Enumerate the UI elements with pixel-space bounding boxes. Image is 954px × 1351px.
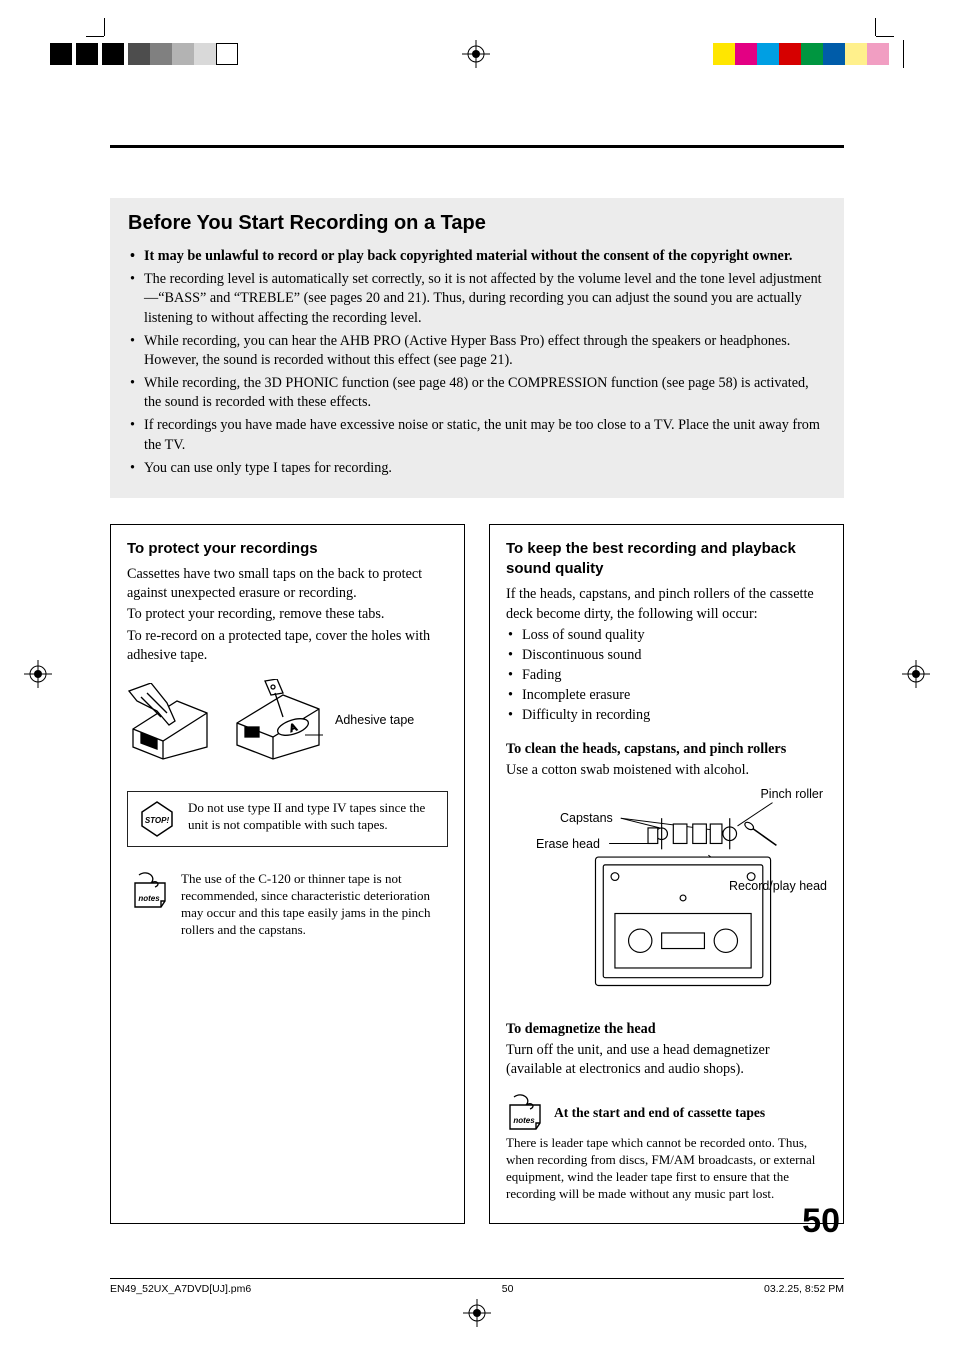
pinch-roller-label: Pinch roller [760,786,823,803]
record-head-label: Record/play head [729,878,827,895]
demag-body: Turn off the unit, and use a head demagn… [506,1041,827,1079]
protect-recordings-box: To protect your recordings Cassettes hav… [110,524,465,1224]
section-bullet: While recording, you can hear the AHB PR… [130,332,826,370]
crop-tick [875,18,876,36]
clean-body: Use a cotton swab moistened with alcohol… [506,761,827,780]
swatch [757,43,779,65]
footer-file: EN49_52UX_A7DVD[UJ].pm6 [110,1283,251,1295]
svg-text:STOP!: STOP! [145,816,170,825]
swatch [867,43,889,65]
clean-title: To clean the heads, capstans, and pinch … [506,740,827,759]
stop-icon: STOP! [138,800,176,838]
section-bullet: If recordings you have made have excessi… [130,416,826,454]
footer-page: 50 [502,1283,514,1295]
cassette-diagram-row: A Adhesive tape [127,679,448,761]
svg-text:notes: notes [138,894,160,903]
swatch [102,43,124,65]
page: Before You Start Recording on a Tape It … [0,0,954,1351]
symptom-list: Loss of sound quality Discontinuous soun… [506,626,827,726]
swatch [128,43,150,65]
swatch [801,43,823,65]
box-title: To keep the best recording and playback … [506,539,827,580]
footer: EN49_52UX_A7DVD[UJ].pm6 50 03.2.25, 8:52… [110,1278,844,1295]
cassette-adhesive-tape-icon: A [233,679,323,761]
box-intro: If the heads, capstans, and pinch roller… [506,585,827,623]
box-para: To protect your recording, remove these … [127,605,448,624]
footer-timestamp: 03.2.25, 8:52 PM [764,1283,844,1295]
crop-tick [104,18,105,36]
page-content: Before You Start Recording on a Tape It … [110,145,844,1224]
registration-mark-icon [24,660,52,688]
crop-tick [876,36,894,37]
registration-mark-icon [902,660,930,688]
swatch [713,43,735,65]
sound-quality-box: To keep the best recording and playback … [489,524,844,1224]
symptom-item: Incomplete erasure [508,686,827,705]
adhesive-tape-label: Adhesive tape [335,712,414,729]
swatch [845,43,867,65]
end-note-title: At the start and end of cassette tapes [554,1104,765,1122]
notes-icon: notes [506,1093,544,1133]
cassette-break-tab-icon [127,683,213,761]
section-bullet: It may be unlawful to record or play bac… [130,247,826,266]
page-number: 50 [802,1202,840,1241]
box-para: To re-record on a protected tape, cover … [127,627,448,665]
stop-note: STOP! Do not use type II and type IV tap… [127,791,448,847]
crop-tick [86,36,104,37]
swatch [50,43,72,65]
before-recording-section: Before You Start Recording on a Tape It … [110,198,844,498]
symptom-item: Fading [508,666,827,685]
swatch [823,43,845,65]
registration-mark-icon [462,40,490,68]
symptom-item: Discontinuous sound [508,646,827,665]
capstans-label: Capstans [560,810,613,827]
section-bullet: The recording level is automatically set… [130,270,826,328]
tick [903,40,904,68]
tape-mechanism-icon [506,786,827,1006]
box-para: Cassettes have two small taps on the bac… [127,565,448,603]
box-title: To protect your recordings [127,539,448,559]
mechanism-diagram: Pinch roller Capstans Erase head Record/… [506,786,827,1006]
color-swatches [713,40,904,68]
section-bullets: It may be unlawful to record or play bac… [128,247,826,478]
two-column-row: To protect your recordings Cassettes hav… [110,524,844,1224]
swatch [150,43,172,65]
c120-note-text: The use of the C-120 or thinner tape is … [181,871,444,939]
swatch [216,43,238,65]
header-rule [110,145,844,148]
section-bullet: While recording, the 3D PHONIC function … [130,374,826,412]
swatch [735,43,757,65]
registration-mark-icon [463,1299,491,1327]
symptom-item: Loss of sound quality [508,626,827,645]
stop-note-text: Do not use type II and type IV tapes sin… [188,800,437,834]
section-bullet: You can use only type I tapes for record… [130,459,826,478]
swatch [172,43,194,65]
section-title: Before You Start Recording on a Tape [128,212,826,235]
swatch [194,43,216,65]
notes-icon: notes [131,871,169,911]
erase-head-label: Erase head [536,836,600,853]
symptom-item: Difficulty in recording [508,706,827,725]
demag-title: To demagnetize the head [506,1020,827,1039]
end-note-body: There is leader tape which cannot be rec… [506,1135,827,1203]
printer-marks-top [50,38,904,70]
svg-text:notes: notes [513,1116,535,1125]
c120-note: notes The use of the C-120 or thinner ta… [127,863,448,947]
end-note-header: notes At the start and end of cassette t… [506,1093,827,1133]
swatch [779,43,801,65]
swatch [76,43,98,65]
grayscale-swatches [50,43,238,65]
